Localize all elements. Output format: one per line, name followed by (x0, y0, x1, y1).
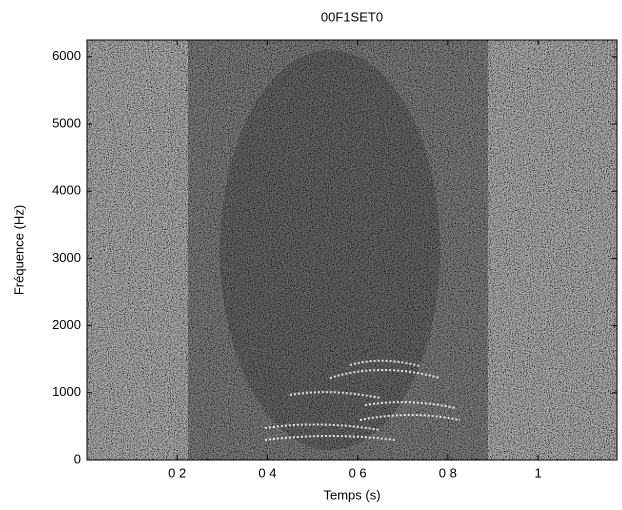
chart-title: 00F1SET0 (321, 9, 383, 24)
x-tick-label: 1 (534, 465, 541, 480)
y-tick-label: 5000 (52, 115, 81, 130)
x-tick-label: 0 2 (168, 465, 186, 480)
plot-frame (86, 39, 618, 461)
y-tick-label: 1000 (52, 384, 81, 399)
y-tick-label: 3000 (52, 250, 81, 265)
x-axis-label: Temps (s) (323, 487, 380, 502)
y-tick-label: 0 (74, 451, 81, 466)
spectrogram-image (87, 40, 617, 460)
x-tick-label: 0 4 (258, 465, 276, 480)
y-axis-label: Fréquence (Hz) (11, 205, 26, 295)
y-tick-label: 2000 (52, 317, 81, 332)
x-tick-label: 0 8 (439, 465, 457, 480)
y-tick-label: 6000 (52, 48, 81, 63)
x-tick-label: 0 6 (349, 465, 367, 480)
y-tick-label: 4000 (52, 183, 81, 198)
